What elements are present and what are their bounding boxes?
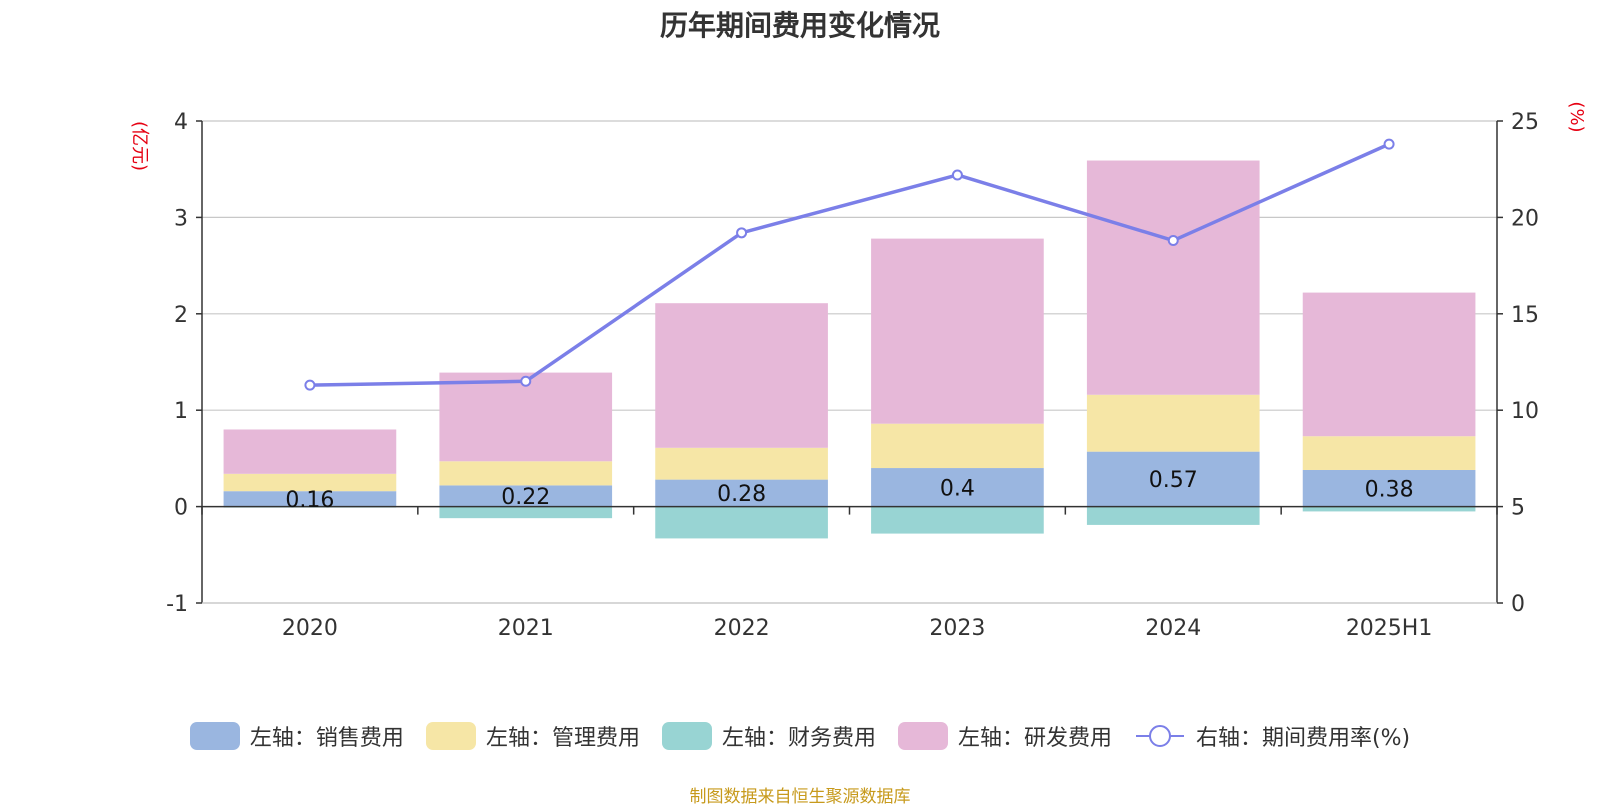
category-label: 2022 (714, 616, 770, 641)
bar--3-2022 (655, 303, 828, 448)
legend-label-rate: 右轴：期间费用率(%) (1195, 726, 1411, 751)
left-tick-label: 4 (174, 110, 188, 135)
right-tick-label: 20 (1511, 206, 1539, 231)
bar--1-2020 (223, 473, 397, 492)
rate-line (309, 142, 1390, 387)
bar--1-2023 (871, 423, 1044, 469)
bar--3-2024 (1086, 160, 1260, 395)
left-tick-label: 3 (174, 206, 188, 231)
legend-label-finance: 左轴：财务费用 (721, 726, 876, 751)
left-tick-label: 2 (174, 303, 188, 328)
chart-title: 历年期间费用变化情况 (659, 9, 940, 42)
legend-swatch-sales (189, 722, 240, 750)
category-label: 2021 (498, 616, 554, 641)
bar--3-2021 (439, 372, 613, 462)
legend-item-finance[interactable]: 左轴：财务费用 (661, 720, 876, 752)
legend: 左轴：销售费用 左轴：管理费用 左轴：财务费用 左轴：研发费用 右轴：期间费用率… (0, 720, 1600, 752)
legend-item-admin[interactable]: 左轴：管理费用 (425, 720, 640, 752)
bar--0-2023 (871, 468, 1044, 507)
category-label: 2025H1 (1346, 616, 1433, 641)
bar--2-2024 (1086, 506, 1260, 525)
legend-swatch-rnd (897, 722, 948, 750)
bar--0-2022 (655, 479, 828, 507)
right-tick-label: 5 (1511, 496, 1525, 521)
rate-point (304, 379, 316, 391)
bar--2-2021 (439, 506, 613, 519)
bar--0-2020 (223, 491, 397, 507)
right-axis-unit: (%) (1566, 101, 1587, 132)
legend-label-rnd: 左轴：研发费用 (957, 726, 1112, 751)
rate-point (520, 375, 532, 387)
data-label: 0.16 (285, 488, 334, 513)
right-tick-label: 25 (1511, 110, 1539, 135)
bar--1-2022 (655, 447, 828, 480)
bar--1-2024 (1086, 394, 1260, 452)
right-tick-label: 10 (1511, 399, 1539, 424)
data-label: 0.28 (717, 482, 766, 507)
legend-label-sales: 左轴：销售费用 (249, 726, 404, 751)
data-label: 0.4 (940, 476, 975, 501)
legend-label-admin: 左轴：管理费用 (485, 726, 640, 751)
legend-swatch-admin (425, 722, 476, 750)
rate-point (951, 169, 963, 181)
legend-item-sales[interactable]: 左轴：销售费用 (189, 720, 404, 752)
bar--3-2023 (871, 238, 1044, 424)
right-tick-label: 15 (1511, 303, 1539, 328)
rate-point (736, 227, 748, 239)
legend-line-circle-icon (1135, 725, 1184, 747)
source-note: 制图数据来自恒生聚源数据库 (689, 787, 911, 807)
data-label: 0.22 (501, 485, 550, 510)
legend-swatch-finance (661, 722, 712, 750)
bar--2-2023 (871, 506, 1044, 534)
category-label: 2024 (1145, 616, 1201, 641)
legend-item-rate[interactable]: 右轴：期间费用率(%) (1134, 720, 1410, 752)
right-tick-label: 0 (1511, 592, 1525, 617)
left-tick-label: 0 (174, 496, 188, 521)
legend-item-rnd[interactable]: 左轴：研发费用 (897, 720, 1112, 752)
bar--2-2025H1 (1302, 506, 1476, 512)
left-tick-label: -1 (166, 592, 188, 617)
rate-point (1383, 138, 1395, 150)
bar--0-2021 (439, 485, 613, 507)
category-label: 2020 (282, 616, 338, 641)
left-axis-unit: (亿元) (129, 121, 150, 171)
left-tick-label: 1 (174, 399, 188, 424)
rate-point (1167, 235, 1179, 247)
data-label: 0.38 (1365, 477, 1414, 502)
bar--3-2020 (223, 429, 397, 474)
bar--1-2025H1 (1302, 436, 1476, 470)
bar--3-2025H1 (1302, 292, 1476, 437)
category-label: 2023 (929, 616, 985, 641)
data-label: 0.57 (1149, 468, 1198, 493)
bar--1-2021 (439, 461, 613, 486)
bar--0-2024 (1086, 451, 1260, 507)
bar--0-2025H1 (1302, 469, 1476, 507)
bar--2-2022 (655, 506, 828, 539)
